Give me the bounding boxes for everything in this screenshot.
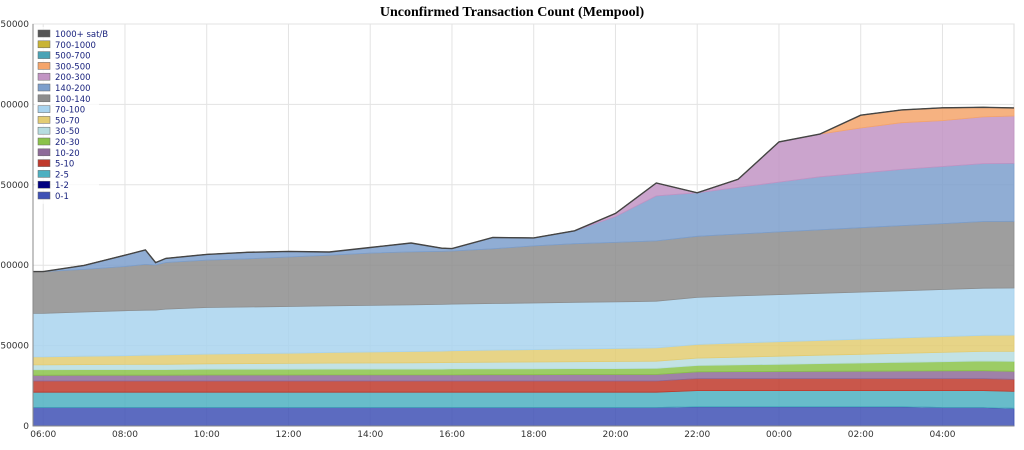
legend-swatch [37, 137, 51, 146]
legend: 1000+ sat/B700-1000500-700300-500200-300… [35, 27, 108, 204]
x-tick-label: 02:00 [848, 430, 874, 440]
legend-swatch [37, 191, 51, 200]
area-2-5 [32, 390, 1015, 409]
total-outline [33, 106, 1015, 273]
x-tick-label: 10:00 [194, 430, 220, 440]
legend-swatch [37, 105, 51, 113]
legend-label: 300-500 [55, 62, 91, 72]
legend-swatch [37, 40, 51, 49]
legend-swatch [37, 148, 51, 157]
legend-swatch [37, 170, 51, 178]
legend-swatch [37, 72, 51, 81]
legend-label: 50-70 [55, 116, 80, 126]
y-tick-label: 200000 [0, 100, 29, 110]
legend-label: 140-200 [55, 84, 91, 94]
legend-label: 700-1000 [55, 41, 96, 51]
y-tick-label: 100000 [0, 261, 29, 271]
x-tick-label: 00:00 [766, 430, 792, 440]
legend-label: 500-700 [55, 52, 91, 62]
legend-label: 5-10 [55, 160, 74, 170]
x-tick-label: 20:00 [603, 430, 629, 440]
legend-label: 0-1 [55, 192, 69, 202]
legend-swatch [37, 116, 51, 124]
chart-title: Unconfirmed Transaction Count (Mempool) [379, 5, 645, 20]
y-tick-label: 250000 [0, 20, 29, 30]
x-tick-label: 08:00 [112, 430, 138, 440]
axes: 0 50000 100000 150000 200000 250000 06:00 08:00… [0, 20, 1014, 440]
y-tick-label: 150000 [0, 181, 29, 191]
legend-swatch [37, 126, 51, 135]
legend-label: 2-5 [55, 170, 69, 180]
legend-swatch [37, 83, 51, 92]
legend-swatch [37, 62, 51, 70]
x-tick-label: 12:00 [276, 430, 302, 440]
area-0-1 [32, 406, 1015, 427]
legend-label: 30-50 [55, 127, 80, 137]
legend-label: 20-30 [55, 138, 80, 148]
legend-swatch [37, 51, 51, 59]
y-tick-label: 0 [23, 422, 29, 432]
legend-swatch [37, 29, 51, 38]
x-tick-label: 04:00 [930, 430, 956, 440]
x-tick-label: 06:00 [30, 430, 56, 440]
legend-swatch [37, 94, 51, 103]
legend-swatch [37, 180, 51, 189]
legend-swatch [37, 159, 51, 167]
legend-label: 200-300 [55, 73, 91, 83]
legend-label: 70-100 [55, 106, 85, 116]
legend-label: 100-140 [55, 95, 91, 105]
legend-label: 10-20 [55, 149, 80, 159]
x-tick-label: 16:00 [439, 430, 465, 440]
legend-label: 1-2 [55, 181, 69, 191]
stacked-areas [32, 106, 1015, 427]
legend-label: 1000+ sat/B [55, 30, 108, 40]
y-tick-label: 50000 [0, 342, 29, 352]
x-tick-label: 18:00 [521, 430, 547, 440]
x-tick-label: 22:00 [684, 430, 710, 440]
x-tick-label: 14:00 [357, 430, 383, 440]
